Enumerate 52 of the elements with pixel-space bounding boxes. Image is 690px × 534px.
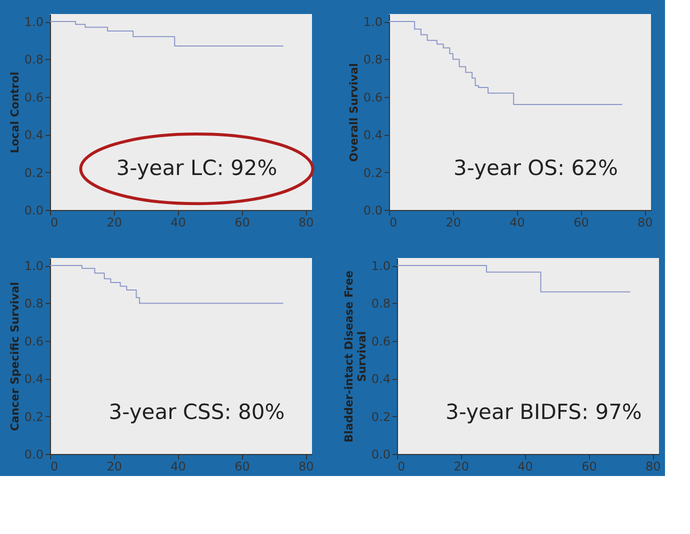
y-axis-title: Local Control [8, 72, 22, 154]
y-tick-label: 0.8 [363, 52, 382, 67]
y-tick-label: 0.0 [24, 204, 44, 218]
x-tick-label: 40 [170, 460, 186, 474]
y-tick-label: 0.2 [371, 410, 390, 424]
x-tick-label: 0 [50, 460, 58, 474]
y-tick-label: 0.4 [24, 372, 44, 386]
y-tick-label: 0.8 [24, 296, 44, 311]
y-tick-label: 1.0 [363, 15, 382, 30]
x-tick-label: 60 [234, 216, 250, 230]
y-tick-label: 0.0 [24, 448, 44, 462]
y-tick-label: 1.0 [371, 259, 390, 274]
x-tick-label: 0 [390, 216, 398, 230]
x-tick-label: 20 [446, 216, 462, 230]
y-tick-label: 1.0 [24, 15, 44, 30]
y-tick-label: 0.4 [363, 128, 382, 142]
y-axis-title: Cancer Specific Survival [8, 282, 22, 432]
y-axis-title: Bladder-intact Disease Free Survival [342, 270, 368, 442]
x-tick-label: 80 [645, 460, 661, 474]
annotation: 3-year LC: 92% [116, 156, 278, 180]
x-tick-label: 80 [298, 460, 314, 474]
y-tick-label: 0.2 [363, 166, 382, 180]
x-tick-label: 40 [170, 216, 186, 230]
y-tick-label: 0.6 [24, 90, 44, 104]
annotation: 3-year CSS: 80% [108, 400, 285, 424]
y-tick-label: 0.0 [363, 204, 382, 218]
x-tick-label: 60 [582, 460, 597, 474]
x-tick-label: 60 [574, 216, 589, 230]
y-tick-label: 1.0 [24, 259, 44, 274]
x-tick-label: 40 [518, 460, 533, 474]
y-tick-label: 0.8 [371, 296, 390, 311]
x-tick-label: 80 [298, 216, 314, 230]
y-tick-label: 0.6 [363, 90, 382, 104]
annotation: 3-year OS: 62% [454, 156, 618, 180]
y-tick-label: 0.4 [24, 128, 44, 142]
y-tick-label: 0.6 [371, 334, 390, 348]
y-axis-title: Overall Survival [347, 63, 360, 162]
x-tick-label: 20 [106, 460, 122, 474]
x-tick-label: 60 [234, 460, 250, 474]
y-tick-label: 0.8 [24, 52, 44, 67]
y-tick-label: 0.2 [24, 166, 44, 180]
x-tick-label: 20 [454, 460, 470, 474]
x-tick-label: 20 [106, 216, 122, 230]
y-tick-label: 0.4 [371, 372, 390, 386]
x-tick-label: 0 [398, 460, 406, 474]
x-tick-label: 80 [637, 216, 653, 230]
y-tick-label: 0.0 [371, 448, 390, 462]
x-tick-label: 0 [50, 216, 58, 230]
y-tick-label: 0.2 [24, 410, 44, 424]
annotation: 3-year BIDFS: 97% [446, 400, 642, 424]
y-tick-label: 0.6 [24, 334, 44, 348]
x-tick-label: 40 [510, 216, 525, 230]
